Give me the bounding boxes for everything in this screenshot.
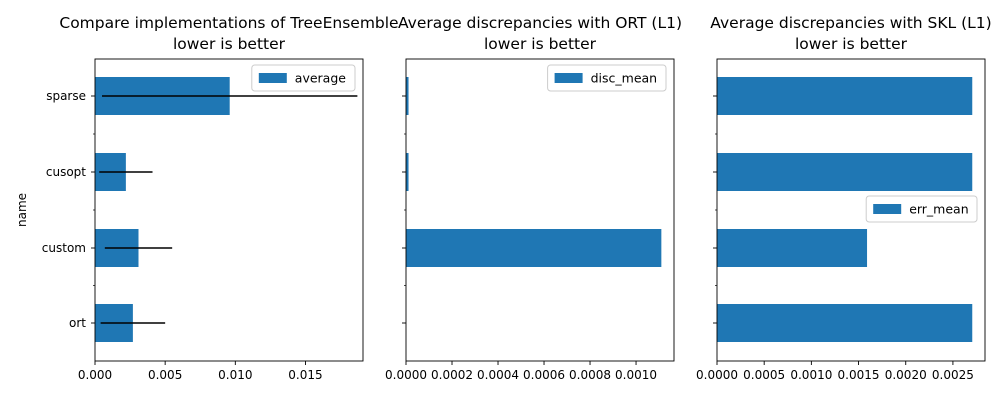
legend-box (865, 195, 978, 223)
x-tick-label: 0.0020 (885, 368, 927, 382)
legend-label: disc_mean (591, 71, 658, 86)
x-tick-label: 0.000 (78, 368, 112, 382)
chart-panel-discrepancies-skl: Average discrepancies with SKL (L1) lowe… (696, 14, 992, 382)
bar-custom (406, 229, 662, 267)
plot-area: 0.0000 0.0002 0.0004 0.0006 0.0008 0.0010 disc… (385, 58, 675, 382)
x-tick-label: 0.0002 (431, 368, 473, 382)
x-tick-label: 0.0010 (615, 368, 657, 382)
legend-label: err_mean (909, 202, 968, 217)
chart-panel-discrepancies-ort: Average discrepancies with ORT (L1) lowe… (385, 14, 682, 382)
x-tick-label: 0.0000 (385, 368, 427, 382)
bar-custom (717, 229, 868, 267)
y-axis-label: name (15, 193, 29, 227)
chart-title-line-2: lower is better (173, 35, 286, 53)
x-tick-label: 0.0010 (790, 368, 832, 382)
bar-sparse (717, 77, 973, 115)
legend-box (547, 64, 667, 92)
chart-title-line-1: Compare implementations of TreeEnsemble (59, 14, 398, 32)
bar-ort (717, 304, 973, 342)
legend-swatch (873, 204, 902, 214)
chart-title-line-2: lower is better (795, 35, 908, 53)
y-tick-label: cusopt (46, 165, 86, 179)
y-tick-label: sparse (46, 89, 86, 103)
x-tick-label: 0.0000 (696, 368, 738, 382)
chart-title-line-1: Average discrepancies with ORT (L1) (398, 14, 682, 32)
y-tick-label: ort (69, 316, 86, 330)
plot-area: 0.000 0.005 0.010 0.015 ort custom cusopt spars… (42, 58, 364, 382)
x-tick-label: 0.0015 (838, 368, 880, 382)
legend: err_mean (865, 195, 978, 223)
chart-title-line-2: lower is better (484, 35, 597, 53)
x-tick-label: 0.0025 (932, 368, 974, 382)
bar-cusopt (717, 153, 973, 191)
legend-swatch (554, 73, 583, 83)
x-tick-label: 0.0006 (523, 368, 565, 382)
legend-label: average (295, 71, 346, 86)
legend-swatch (258, 73, 287, 83)
x-tick-label: 0.0008 (569, 368, 611, 382)
x-tick-label: 0.010 (218, 368, 252, 382)
y-tick-label: custom (42, 241, 86, 255)
legend: average (251, 64, 356, 92)
plot-area: 0.0000 0.0005 0.0010 0.0015 0.0020 0.0025 err_… (696, 58, 986, 382)
x-tick-label: 0.0005 (743, 368, 785, 382)
x-tick-label: 0.015 (288, 368, 322, 382)
legend: disc_mean (547, 64, 667, 92)
bar-sparse (406, 77, 409, 115)
bar-cusopt (406, 153, 409, 191)
x-tick-label: 0.0004 (477, 368, 519, 382)
chart-title-line-1: Average discrepancies with SKL (L1) (710, 14, 991, 32)
chart-panel-compare-implementations: Compare implementations of TreeEnsemble … (15, 14, 399, 382)
x-tick-label: 0.005 (148, 368, 182, 382)
legend-box (251, 64, 356, 92)
